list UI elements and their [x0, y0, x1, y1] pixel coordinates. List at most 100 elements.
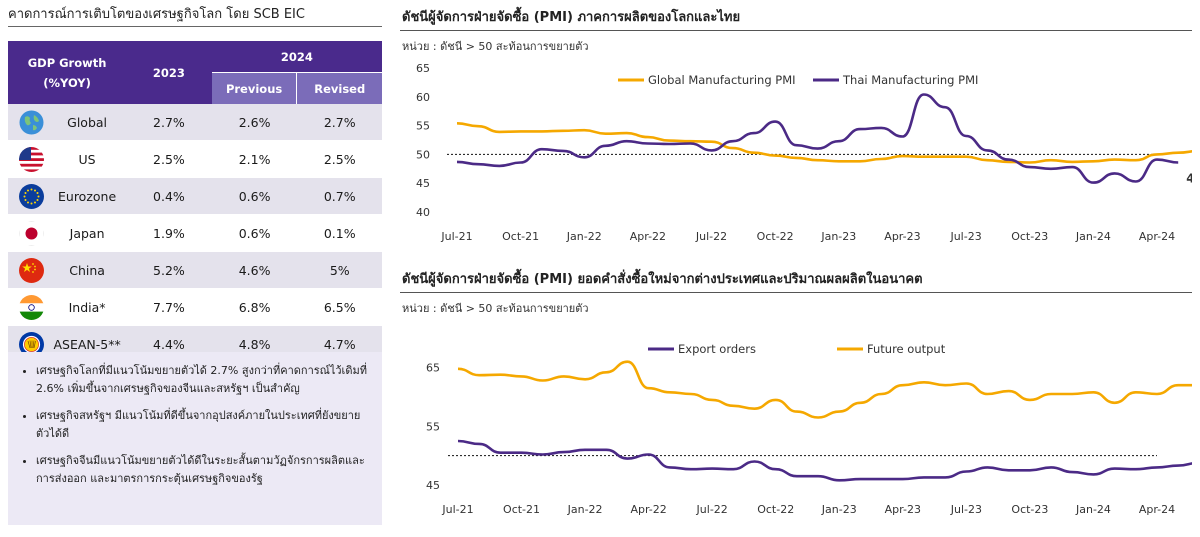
- chart-pmi-export-future: 45 55 65 Jul-21 Oct-21 Jan-22 Apr-22 Jul-22 Oct-…: [426, 342, 1192, 516]
- x-tick-label: Apr-24: [1139, 503, 1175, 516]
- y-tick-label: 40: [416, 206, 430, 219]
- x-tick-label: Jul-23: [949, 230, 981, 243]
- x-tick-label: Jul-21: [440, 230, 472, 243]
- x-tick-label: Jul-21: [441, 503, 473, 516]
- value-2023: 1.9%: [126, 215, 212, 252]
- header-2023: 2023: [126, 41, 212, 104]
- table-row-india: India* 7.7% 6.8% 6.5%: [8, 289, 382, 326]
- value-revised: 6.5%: [297, 289, 382, 326]
- value-previous: 0.6%: [211, 215, 298, 252]
- y-tick-label: 45: [426, 479, 440, 492]
- value-revised: 2.7%: [297, 104, 382, 141]
- country-name: US: [78, 151, 96, 167]
- table-row-global: Global 2.7% 2.6% 2.7%: [8, 104, 382, 141]
- x-tick-label: Apr-22: [630, 230, 666, 243]
- series-line-future-output: [457, 360, 1192, 419]
- table-row-china: China 5.2% 4.6% 5%: [8, 252, 382, 289]
- x-tick-label: Oct-21: [502, 230, 539, 243]
- bullet-item: เศรษฐกิจโลกที่มีแนวโน้มขยายตัวได้ 2.7% ส…: [36, 362, 370, 398]
- x-tick-label: Jul-23: [950, 503, 982, 516]
- x-tick-label: Oct-21: [503, 503, 540, 516]
- value-previous: 6.8%: [211, 289, 298, 326]
- x-tick-label: Apr-23: [885, 503, 921, 516]
- end-value-label: 48.6: [1186, 171, 1192, 185]
- header-revised: Revised: [297, 73, 382, 104]
- x-tick-label: Oct-23: [1011, 503, 1048, 516]
- country-name: ASEAN-5**: [53, 336, 121, 352]
- x-tick-label: Oct-23: [1011, 230, 1048, 243]
- bullet-item: เศรษฐกิจจีนมีแนวโน้มขยายตัวได้ดีในระยะสั…: [36, 452, 370, 488]
- value-revised: 0.7%: [297, 178, 382, 215]
- japan-flag-icon: [19, 220, 45, 246]
- chart2-unit-note: หน่วย : ดัชนี > 50 สะท้อนการขยายตัว: [402, 302, 589, 315]
- country-name: China: [69, 262, 105, 278]
- y-tick-label: 65: [416, 62, 430, 75]
- x-tick-label: Apr-22: [630, 503, 666, 516]
- table-row-eurozone: Eurozone 0.4% 0.6% 0.7%: [8, 178, 382, 215]
- value-2023: 5.2%: [126, 252, 212, 289]
- y-tick-label: 60: [416, 91, 430, 104]
- x-tick-label: Jul-22: [695, 230, 727, 243]
- series-line-global-manufacturing-pmi: [456, 122, 1192, 164]
- value-previous: 4.6%: [211, 252, 298, 289]
- chart1-unit-note: หน่วย : ดัชนี > 50 สะท้อนการขยายตัว: [402, 40, 589, 53]
- x-tick-label: Jan-24: [1075, 230, 1111, 243]
- y-tick-label: 50: [416, 148, 430, 161]
- value-revised: 2.5%: [297, 141, 382, 178]
- x-tick-label: Jan-23: [820, 230, 856, 243]
- x-tick-label: Jul-22: [696, 503, 728, 516]
- chart1-title: ดัชนีผู้จัดการฝ่ายจัดซื้อ (PMI) ภาคการผล…: [402, 10, 741, 25]
- country-name: India*: [68, 299, 106, 315]
- gdp-forecast-panel: คาดการณ์การเติบโตของเศรษฐกิจโลก โดย SCB …: [8, 4, 382, 534]
- y-tick-label: 65: [426, 362, 440, 375]
- country-name: Eurozone: [58, 188, 117, 204]
- value-previous: 0.6%: [211, 178, 298, 215]
- country-name: Global: [67, 114, 108, 130]
- gdp-growth-table: GDP Growth (%YOY) 2023 2024 Previous Rev…: [8, 41, 382, 363]
- chart-pmi-global-thai: 40 45 50 55 60 65 Jul-21 Oct-21 Jan-22 Apr-22 Jul-…: [416, 62, 1192, 243]
- table-row-japan: Japan 1.9% 0.6% 0.1%: [8, 215, 382, 252]
- x-tick-label: Apr-24: [1139, 230, 1175, 243]
- chart2-title: ดัชนีผู้จัดการฝ่ายจัดซื้อ (PMI) ยอดคำสั่…: [402, 272, 923, 287]
- x-tick-label: Jan-22: [566, 230, 602, 243]
- legend-label: Future output: [867, 342, 946, 356]
- legend-label: Export orders: [678, 342, 756, 356]
- value-revised: 5%: [297, 252, 382, 289]
- x-tick-label: Apr-23: [884, 230, 920, 243]
- eu-flag-icon: [19, 183, 45, 209]
- value-2023: 2.5%: [126, 141, 212, 178]
- us-flag-icon: [19, 146, 45, 172]
- legend-label: Global Manufacturing PMI: [648, 73, 796, 87]
- x-tick-label: Oct-22: [757, 503, 794, 516]
- summary-bullets: เศรษฐกิจโลกที่มีแนวโน้มขยายตัวได้ 2.7% ส…: [8, 352, 382, 525]
- header-gdp-growth-label: GDP Growth: [27, 55, 107, 70]
- value-previous: 2.6%: [211, 104, 298, 141]
- y-tick-label: 55: [416, 120, 430, 133]
- header-gdp-growth-sub: (%YOY): [43, 75, 91, 90]
- table-row-us: US 2.5% 2.1% 2.5%: [8, 141, 382, 178]
- chart1-title-rule: [400, 30, 1192, 31]
- china-flag-icon: [19, 257, 45, 283]
- series-line-export-orders: [457, 439, 1192, 482]
- country-name: Japan: [69, 225, 105, 241]
- globe-icon: [19, 110, 44, 135]
- chart2-title-rule: [400, 292, 1192, 293]
- legend-label: Thai Manufacturing PMI: [842, 73, 978, 87]
- value-revised: 0.1%: [297, 215, 382, 252]
- header-gdp-growth: GDP Growth (%YOY): [8, 41, 127, 104]
- series-line-thai-manufacturing-pmi: [456, 93, 1179, 184]
- x-tick-label: Jan-22: [567, 503, 603, 516]
- x-tick-label: Jan-23: [821, 503, 857, 516]
- y-tick-label: 55: [426, 420, 440, 433]
- bullet-item: เศรษฐกิจสหรัฐฯ มีแนวโน้มที่ดีขึ้นจากอุปส…: [36, 407, 370, 443]
- value-previous: 2.1%: [211, 141, 298, 178]
- india-flag-icon: [19, 294, 45, 320]
- x-tick-label: Oct-22: [757, 230, 794, 243]
- value-2023: 7.7%: [126, 289, 212, 326]
- y-tick-label: 45: [416, 177, 430, 190]
- value-2023: 0.4%: [126, 178, 212, 215]
- panel-title: คาดการณ์การเติบโตของเศรษฐกิจโลก โดย SCB …: [8, 4, 382, 27]
- value-2023: 2.7%: [126, 104, 212, 141]
- x-tick-label: Jan-24: [1075, 503, 1111, 516]
- header-previous: Previous: [211, 73, 298, 104]
